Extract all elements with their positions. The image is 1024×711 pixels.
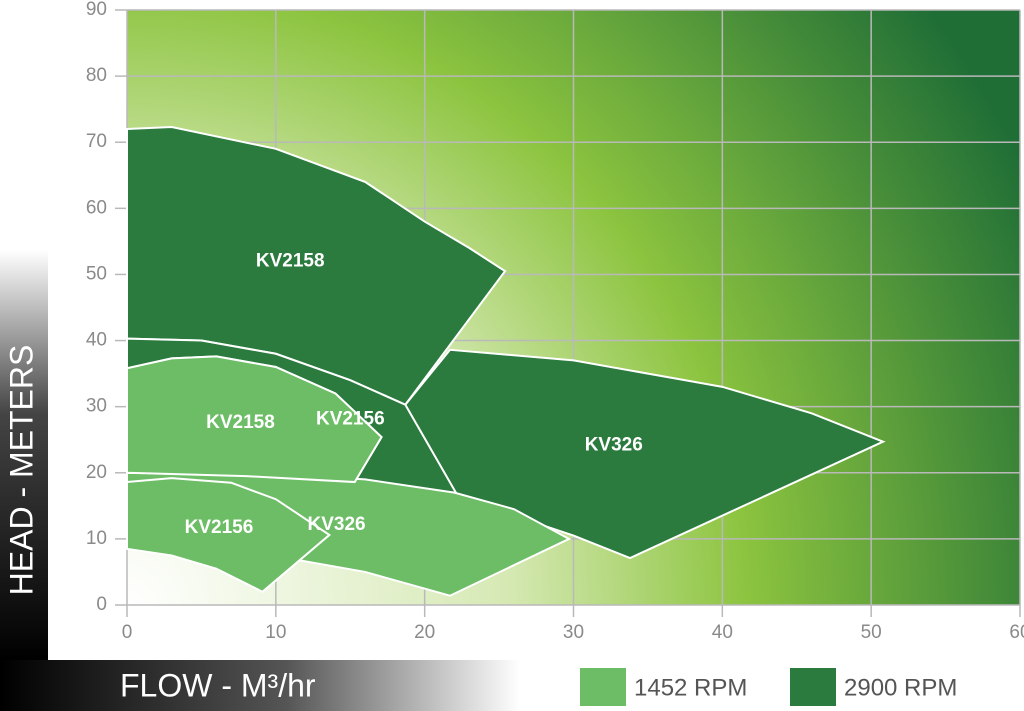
x-tick-label: 20 — [414, 622, 435, 643]
region-label: KV2158 — [256, 251, 325, 272]
y-tick-label: 70 — [86, 131, 107, 152]
y-tick-label: 10 — [86, 528, 107, 549]
region — [126, 477, 332, 593]
x-label-bar — [0, 660, 520, 711]
region-label: KV2156 — [185, 517, 254, 538]
legend-label: 1452 RPM — [634, 674, 747, 701]
x-tick-label: 40 — [712, 622, 733, 643]
x-tick-label: 60 — [1009, 622, 1024, 643]
region-label: KV2158 — [206, 412, 275, 433]
region-label: KV2156 — [316, 408, 385, 429]
x-axis-label: FLOW - M³/hr — [120, 667, 316, 703]
y-tick-label: 60 — [86, 197, 107, 218]
region-label: KV326 — [308, 514, 366, 535]
y-tick-label: 90 — [86, 0, 107, 20]
y-label-bar — [0, 250, 48, 660]
region — [404, 348, 886, 560]
legend-swatch — [790, 668, 836, 706]
legend-label: 2900 RPM — [844, 674, 957, 701]
y-tick-label: 80 — [86, 65, 107, 86]
y-tick-label: 0 — [96, 594, 107, 615]
y-axis-label: HEAD - METERS — [3, 345, 39, 596]
y-tick-label: 40 — [86, 330, 107, 351]
region-label: KV326 — [585, 435, 643, 456]
x-tick-label: 30 — [563, 622, 584, 643]
x-tick-label: 10 — [265, 622, 286, 643]
legend-swatch — [580, 668, 626, 706]
x-tick-label: 50 — [861, 622, 882, 643]
y-tick-label: 30 — [86, 396, 107, 417]
y-tick-label: 50 — [86, 263, 107, 284]
y-tick-label: 20 — [86, 462, 107, 483]
region — [126, 355, 383, 484]
x-tick-label: 0 — [122, 622, 133, 643]
